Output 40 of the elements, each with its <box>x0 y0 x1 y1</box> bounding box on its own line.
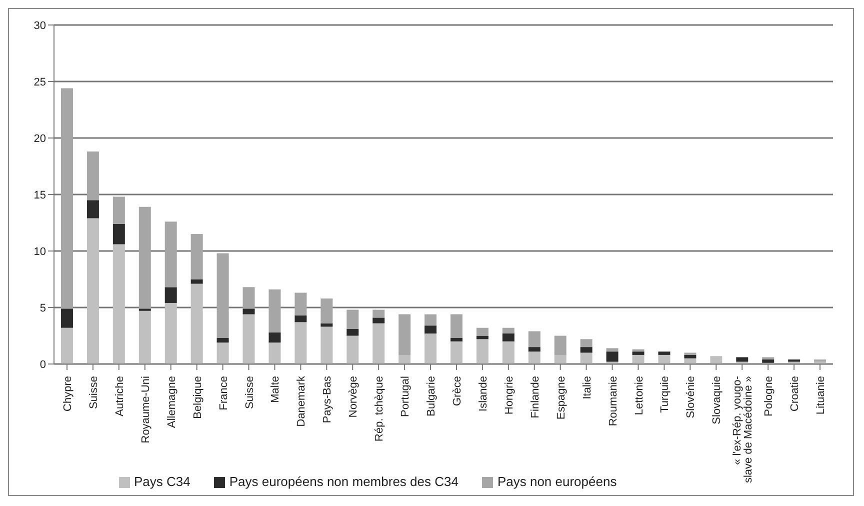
x-tick-label: Grèce <box>451 376 464 406</box>
legend-label: Pays C34 <box>134 474 190 489</box>
y-tick-label: 15 <box>34 189 46 202</box>
y-tick-label: 10 <box>34 246 46 258</box>
x-tick-label: Croatie <box>789 376 802 412</box>
x-tick-label: Suisse <box>244 376 256 410</box>
x-tick-label: Espagne <box>555 376 568 420</box>
x-tick-label: Finlande <box>529 376 542 418</box>
y-tick-label: 0 <box>40 358 46 371</box>
x-tick-label: Danemark <box>296 376 308 427</box>
legend-label: Pays non européens <box>497 474 617 489</box>
x-tick-label: « l'ex-Rép. yougo-slave de Macédoine » <box>732 376 755 484</box>
x-tick-label: Malte <box>270 376 282 403</box>
x-tick-label: Islande <box>477 376 490 412</box>
y-tick-label: 5 <box>40 302 46 314</box>
x-tick-label: Autriche <box>114 376 126 416</box>
x-tick-label: Suisse <box>88 376 100 410</box>
x-tick-label: Slovénie <box>685 376 698 418</box>
x-tick-label: Lituanie <box>815 376 828 415</box>
x-tick-label: Norvège <box>348 376 360 418</box>
x-tick-label: France <box>218 376 230 410</box>
x-tick-label: Pologne <box>763 376 776 416</box>
y-tick-label: 30 <box>34 20 46 32</box>
y-tick-label: 20 <box>34 132 46 145</box>
legend-label: Pays européens non membres des C34 <box>229 474 458 489</box>
x-tick-label: Portugal <box>400 376 412 417</box>
x-tick-label: Allemagne <box>166 376 178 428</box>
x-tick-label: Italie <box>581 376 594 400</box>
x-tick-label: Rép. tchèque <box>374 376 386 442</box>
x-tick-label: Royaume-Uni <box>140 376 152 444</box>
x-tick-label: Hongrie <box>503 376 516 415</box>
y-tick-label: 25 <box>34 76 46 88</box>
x-tick-label: Pays-Bas <box>322 376 334 424</box>
x-tick-label: Bulgarie <box>426 376 438 416</box>
x-tick-label: Lettonie <box>633 376 646 416</box>
x-tick-label: Chypre <box>62 376 74 412</box>
x-tick-label: Turquie <box>659 376 672 413</box>
x-tick-label: Belgique <box>192 376 204 419</box>
x-tick-label: Roumanie <box>607 376 620 426</box>
x-tick-label: Slovaquie <box>711 376 724 424</box>
